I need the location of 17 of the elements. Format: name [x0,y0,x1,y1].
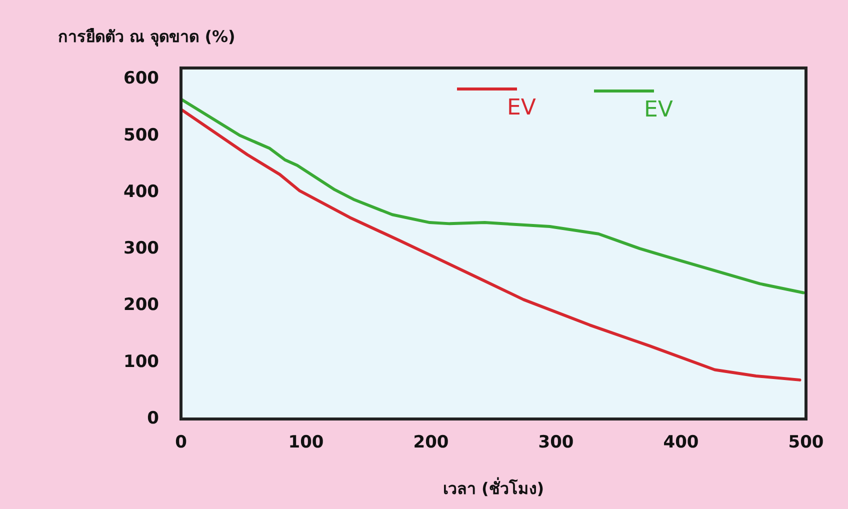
legend-label: EV [507,96,536,121]
x-tick-label: 500 [788,432,824,453]
y-tick-label: 200 [124,295,160,316]
x-tick-label: 200 [413,432,449,453]
y-tick-label: 600 [124,68,160,89]
y-tick-label: 300 [124,238,160,259]
y-axis-title: การยืดตัว ณ จุดขาด (%) [58,27,236,48]
x-tick-label: 0 [175,432,188,453]
x-tick-label: 100 [288,432,324,453]
legend-label: EV [644,98,673,123]
x-axis-title: เวลา (ชั่วโมง) [442,477,544,498]
x-tick-label: 400 [663,432,699,453]
x-tick-label: 300 [538,432,574,453]
y-tick-label: 500 [124,125,160,146]
y-tick-label: 400 [124,182,160,202]
y-tick-label: 0 [147,408,160,428]
y-tick-label: 100 [124,352,160,372]
